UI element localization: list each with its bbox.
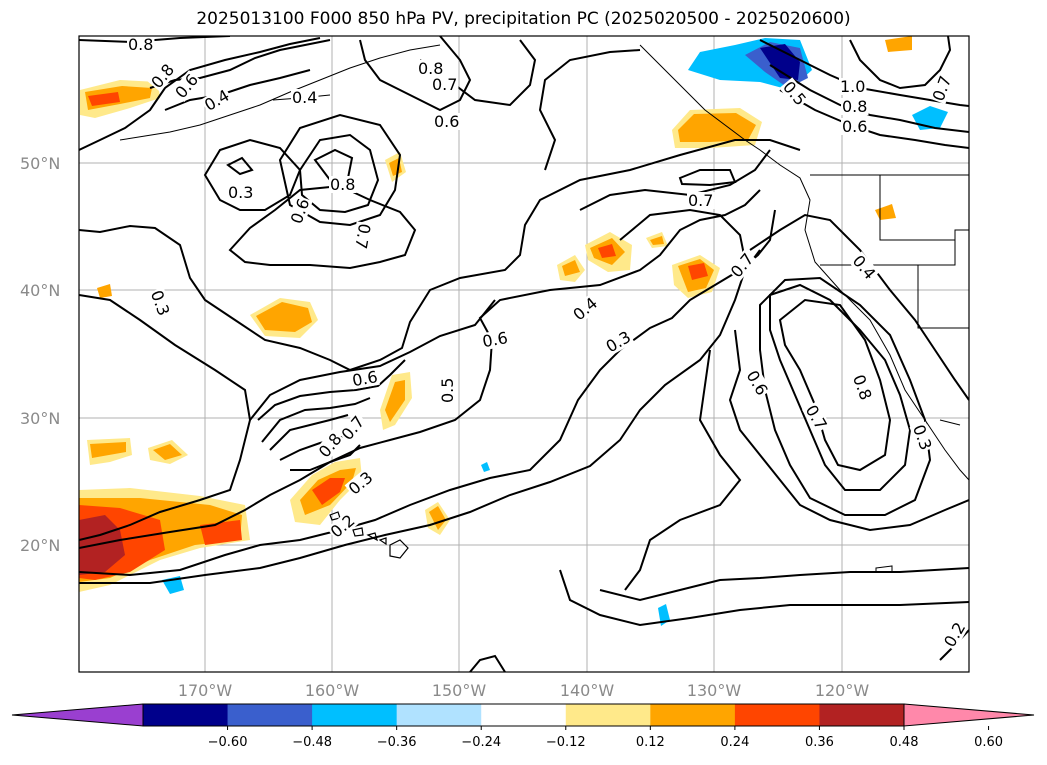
colorbar-segment (396, 704, 482, 726)
contour-label: 0.8 (418, 59, 443, 78)
colorbar-segment (143, 704, 229, 726)
map-panel: 0.8 0.8 0.6 0.4 0.4 0.8 0.7 0.6 0.3 0.6 … (79, 35, 969, 672)
colorbar-segment (227, 704, 313, 726)
contour-label: 0.8 (842, 97, 867, 116)
contour-label: 0.3 (228, 183, 253, 202)
contour-label: 0.6 (842, 117, 867, 136)
colorbar-border (142, 703, 905, 727)
colorbar: −0.60 −0.48 −0.36 −0.24 −0.12 0.12 0.24 0.36 0.4… (11, 703, 1035, 750)
colorbar-extend-high (903, 703, 1035, 727)
colorbar-segment (565, 704, 651, 726)
contour-label: 0.7 (351, 222, 374, 250)
colorbar-segment (312, 704, 398, 726)
colorbar-tick-label: 0.12 (636, 735, 665, 750)
colorbar-tick-label: −0.60 (208, 735, 248, 750)
lon-label-150w: 150°W (432, 681, 487, 700)
lon-label-120w: 120°W (815, 681, 870, 700)
lat-label-40n: 40°N (20, 281, 60, 300)
colorbar-segment (819, 704, 905, 726)
contour-label: 0.8 (128, 35, 153, 54)
contour-label: 0.4 (292, 88, 317, 107)
pv-contour-labels: 0.8 0.8 0.6 0.4 0.4 0.8 0.7 0.6 0.3 0.6 … (127, 35, 969, 651)
lon-label-140w: 140°W (560, 681, 615, 700)
contour-label: 0.5 (438, 378, 457, 403)
contour-label: 1.0 (840, 77, 865, 96)
colorbar-tick-label: −0.36 (377, 735, 417, 750)
lon-label-170w: 170°W (178, 681, 233, 700)
colorbar-tick-label: −0.12 (546, 735, 586, 750)
contour-label: 0.7 (432, 75, 457, 94)
contour-label: 0.6 (434, 112, 459, 131)
colorbar-tick-label: 0.48 (890, 735, 919, 750)
contour-label: 0.6 (481, 328, 509, 351)
lat-label-50n: 50°N (20, 154, 60, 173)
colorbar-tick-label: −0.24 (461, 735, 501, 750)
colorbar-tick-label: 0.24 (720, 735, 749, 750)
lon-label-130w: 130°W (687, 681, 742, 700)
lat-label-20n: 20°N (20, 536, 60, 555)
map-frame (78, 35, 970, 673)
colorbar-tick-label: 0.60 (974, 735, 1003, 750)
colorbar-extend-low (11, 703, 144, 727)
contour-label: 0.6 (351, 367, 379, 390)
colorbar-segment (481, 704, 567, 726)
pv-contours (79, 36, 969, 672)
colorbar-tick-label: −0.48 (292, 735, 332, 750)
contour-label: 0.7 (688, 191, 713, 210)
colorbar-segment (734, 704, 820, 726)
contour-label: 0.8 (330, 175, 355, 194)
map-title: 2025013100 F000 850 hPa PV, precipitatio… (196, 9, 851, 29)
ocean-background (79, 36, 969, 672)
precipitation-shading (79, 36, 948, 626)
coastlines (119, 44, 969, 573)
colorbar-tick-label: 0.36 (805, 735, 834, 750)
lon-label-160w: 160°W (305, 681, 360, 700)
colorbar-segment (650, 704, 736, 726)
lat-label-30n: 30°N (20, 409, 60, 428)
